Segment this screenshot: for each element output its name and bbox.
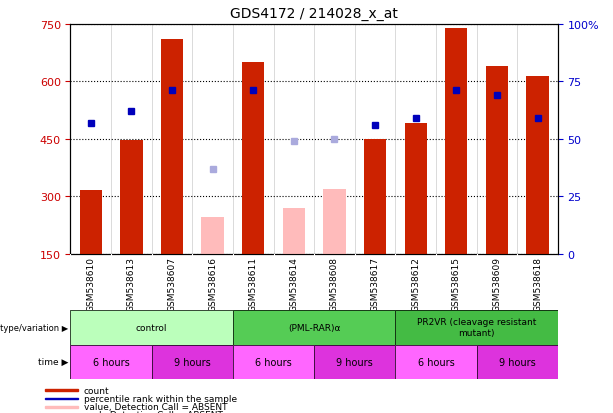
Text: time ▶: time ▶ xyxy=(38,357,69,366)
Bar xyxy=(161,40,183,254)
Text: GSM538614: GSM538614 xyxy=(289,257,299,311)
Text: 6 hours: 6 hours xyxy=(417,357,454,367)
Text: 9 hours: 9 hours xyxy=(499,357,536,367)
Text: GSM538610: GSM538610 xyxy=(86,257,95,312)
Text: 6 hours: 6 hours xyxy=(255,357,292,367)
Text: count: count xyxy=(84,386,110,395)
Bar xyxy=(445,28,468,254)
Bar xyxy=(202,218,224,254)
Bar xyxy=(233,310,395,345)
Bar xyxy=(395,345,477,379)
Bar xyxy=(405,124,427,254)
Bar xyxy=(70,345,152,379)
Title: GDS4172 / 214028_x_at: GDS4172 / 214028_x_at xyxy=(230,7,398,21)
Bar xyxy=(485,67,508,254)
Bar xyxy=(395,345,477,379)
Bar xyxy=(283,208,305,254)
Bar xyxy=(45,389,78,391)
Text: GSM538607: GSM538607 xyxy=(167,257,177,312)
Text: percentile rank within the sample: percentile rank within the sample xyxy=(84,394,237,403)
Bar xyxy=(233,345,314,379)
Bar xyxy=(45,406,78,408)
Bar xyxy=(395,310,558,345)
Bar xyxy=(527,76,549,254)
Text: GSM538615: GSM538615 xyxy=(452,257,461,312)
Bar xyxy=(477,345,558,379)
Bar xyxy=(477,345,558,379)
Bar xyxy=(120,140,143,254)
Bar xyxy=(152,345,233,379)
Bar xyxy=(233,310,395,345)
Bar xyxy=(152,345,233,379)
Text: GSM538617: GSM538617 xyxy=(371,257,379,312)
Bar xyxy=(233,345,314,379)
Text: value, Detection Call = ABSENT: value, Detection Call = ABSENT xyxy=(84,402,227,411)
Text: (PML-RAR)α: (PML-RAR)α xyxy=(288,323,340,332)
Bar xyxy=(242,63,264,254)
Text: 6 hours: 6 hours xyxy=(93,357,129,367)
Bar xyxy=(70,310,233,345)
Bar xyxy=(80,191,102,254)
Text: GSM538609: GSM538609 xyxy=(492,257,501,312)
Bar xyxy=(314,345,395,379)
Text: 9 hours: 9 hours xyxy=(174,357,211,367)
Bar xyxy=(70,310,233,345)
Text: GSM538608: GSM538608 xyxy=(330,257,339,312)
Text: GSM538611: GSM538611 xyxy=(249,257,257,312)
Text: rank, Detection Call = ABSENT: rank, Detection Call = ABSENT xyxy=(84,411,223,413)
Text: GSM538616: GSM538616 xyxy=(208,257,217,312)
Bar xyxy=(70,345,152,379)
Text: genotype/variation ▶: genotype/variation ▶ xyxy=(0,323,69,332)
Bar xyxy=(364,140,386,254)
Bar xyxy=(314,345,395,379)
Bar xyxy=(323,189,346,254)
Text: GSM538612: GSM538612 xyxy=(411,257,420,311)
Text: GSM538613: GSM538613 xyxy=(127,257,136,312)
Text: GSM538618: GSM538618 xyxy=(533,257,542,312)
Text: PR2VR (cleavage resistant
mutant): PR2VR (cleavage resistant mutant) xyxy=(417,318,536,337)
Bar xyxy=(395,310,558,345)
Text: 9 hours: 9 hours xyxy=(337,357,373,367)
Text: control: control xyxy=(136,323,167,332)
Bar xyxy=(45,398,78,399)
